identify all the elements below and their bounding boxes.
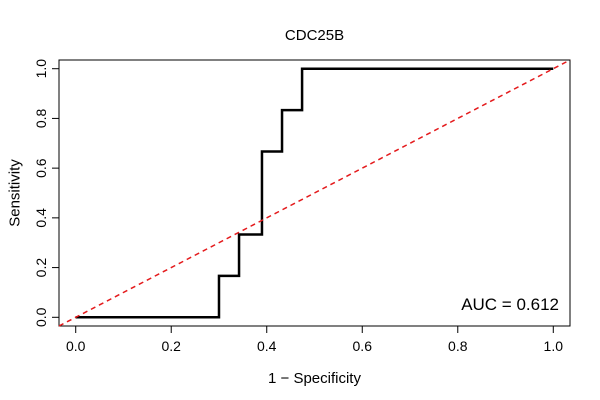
x-tick-label: 0.8 xyxy=(448,338,468,354)
y-tick-label: 0.8 xyxy=(33,108,49,128)
y-axis-label: Sensitivity xyxy=(6,159,23,227)
x-tick-label: 0.2 xyxy=(161,338,181,354)
roc-curve-line xyxy=(75,67,554,319)
y-tick-label: 0.2 xyxy=(33,258,49,278)
y-tick-label: 0.6 xyxy=(33,158,49,178)
x-axis-label: 1 − Specificity xyxy=(268,370,361,387)
x-tick-label: 1.0 xyxy=(544,338,564,354)
y-tick-label: 0.0 xyxy=(33,307,49,327)
series-layer xyxy=(58,59,571,327)
auc-annotation: AUC = 0.612 xyxy=(461,295,559,314)
chart-title: CDC25B xyxy=(285,27,344,44)
x-tick-label: 0.0 xyxy=(66,338,86,354)
x-axis: 0.0 0.2 0.4 0.6 0.8 1.0 xyxy=(66,325,564,354)
x-tick-label: 0.6 xyxy=(353,338,373,354)
y-axis: 0.0 0.2 0.4 0.6 0.8 1.0 xyxy=(33,59,60,327)
y-tick-label: 0.4 xyxy=(33,208,49,228)
y-tick-label: 1.0 xyxy=(33,59,49,79)
reference-diagonal-line xyxy=(58,59,571,327)
x-tick-label: 0.4 xyxy=(257,338,277,354)
